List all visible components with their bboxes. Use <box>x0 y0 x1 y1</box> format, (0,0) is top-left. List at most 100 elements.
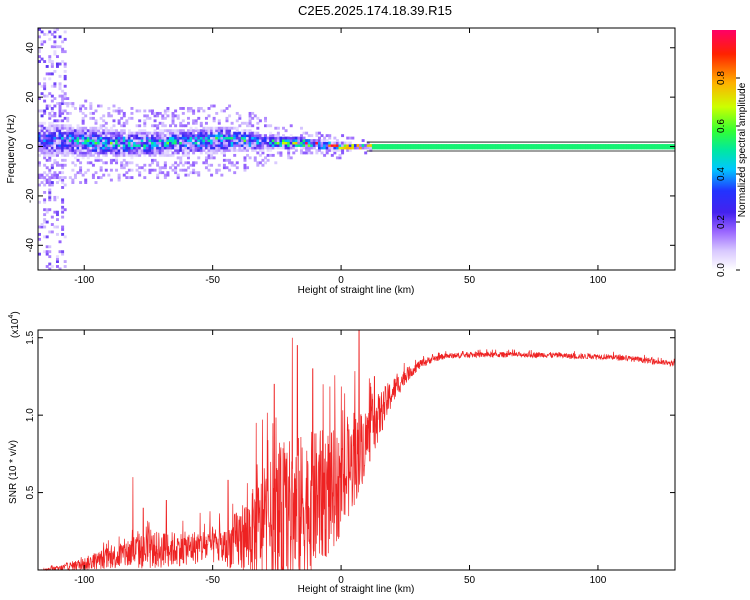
snr-series-line <box>38 329 676 572</box>
spectrogram-cell <box>50 84 54 88</box>
spectrogram-cell <box>86 144 90 147</box>
spectrogram-cell <box>436 146 440 150</box>
spectrogram-cell <box>328 146 332 150</box>
spectrogram-cell <box>153 149 157 152</box>
spectrogram-cell <box>217 134 221 138</box>
spectrogram-cell <box>138 124 142 128</box>
spectrogram-cell <box>68 176 72 180</box>
spectrogram-cell <box>153 141 157 145</box>
spectrogram-cell <box>235 166 239 170</box>
spectrogram-cell <box>274 146 278 150</box>
spectrogram-cell <box>91 129 95 133</box>
spectrogram-cell <box>102 141 106 145</box>
spectrogram-cell <box>228 114 232 118</box>
spectrogram-cell <box>89 126 93 130</box>
spectrogram-cell <box>148 168 152 172</box>
spectrogram-cell <box>276 141 280 145</box>
spectrogram-cell <box>271 146 275 150</box>
spectrogram-cell <box>138 171 142 175</box>
spectrogram-cell <box>50 62 54 66</box>
spectrogram-cell <box>228 149 232 152</box>
spectrogram-cell <box>112 139 116 142</box>
spectrogram-cell <box>166 146 170 150</box>
spectrogram-cell <box>153 131 157 135</box>
spectrogram-cell <box>89 141 93 145</box>
spectrogram-cell <box>84 139 88 142</box>
spectrogram-cell <box>163 116 167 120</box>
spectrogram-cell <box>361 146 365 150</box>
spectrogram-cell <box>66 146 70 150</box>
spectrogram-cell <box>63 183 67 187</box>
spectrogram-cell <box>48 208 52 212</box>
spectrogram-cell <box>153 136 157 140</box>
spectrogram-cell <box>199 141 203 145</box>
spectrogram-cell <box>246 129 250 133</box>
spectrogram-cell <box>325 134 329 138</box>
spectrogram-cell <box>166 114 170 118</box>
spectrogram-cell <box>240 146 244 150</box>
spectrogram-cell <box>510 146 514 150</box>
spectrogram-cell <box>58 45 62 49</box>
spectrogram-cell <box>156 136 160 140</box>
spectrogram-cell <box>307 141 311 145</box>
spectrogram-cell <box>79 146 83 150</box>
colorbar-tick-label: 0.8 <box>716 71 727 85</box>
spectrogram-cell <box>204 126 208 130</box>
spectrogram-cell <box>38 149 41 152</box>
spectrogram-cell <box>91 136 95 140</box>
colorbar-tick-label: 0.0 <box>716 263 727 277</box>
spectrogram-cell <box>212 141 216 145</box>
spectrogram-cell <box>297 139 301 142</box>
spectrogram-cell <box>628 146 632 150</box>
spectrogram-cell <box>109 134 113 138</box>
spectrogram-cell <box>261 134 265 138</box>
spectrogram-cell <box>107 111 111 115</box>
spectrogram-cell <box>204 144 208 147</box>
spectrogram-cell <box>171 163 175 167</box>
spectrogram-cell <box>266 158 270 162</box>
spectrogram-cell <box>81 126 85 130</box>
spectrogram-cell <box>169 139 172 142</box>
spectrogram-cell <box>184 151 188 155</box>
spectrogram-cell <box>43 156 47 160</box>
spectrogram-cell <box>61 134 65 138</box>
spectrogram-cell <box>176 144 180 147</box>
spectrogram-cell <box>143 119 147 123</box>
spectrogram-cell <box>240 144 244 147</box>
spectrogram-cell <box>269 146 273 150</box>
spectrogram-cell <box>176 116 180 120</box>
spectrogram-cell <box>220 144 224 147</box>
spectrogram-cell <box>55 255 59 259</box>
spectrogram-cell <box>133 141 137 145</box>
spectrogram-cell <box>109 114 113 118</box>
colorbar-tick-label: 0.2 <box>716 215 727 229</box>
spectrogram-cell <box>58 240 62 244</box>
spectrogram-cell <box>84 141 88 145</box>
spectrogram-cell <box>73 149 77 152</box>
spectrogram-cell <box>166 107 170 110</box>
spectrogram-cell <box>346 141 350 145</box>
spectrogram-cell <box>364 151 368 155</box>
spectrogram-cell <box>330 144 334 147</box>
spectrogram-cell <box>186 173 190 177</box>
spectrogram-cell <box>289 141 293 145</box>
spectrogram-cell <box>222 109 226 113</box>
spectrogram-cell <box>156 163 160 167</box>
spectrogram-cell <box>225 131 229 135</box>
spectrogram-cell <box>235 134 239 138</box>
spectrogram-cell <box>61 228 65 231</box>
spectrogram-cell <box>163 146 167 150</box>
spectrogram-x-tick-label: 0 <box>338 275 344 286</box>
spectrogram-cell <box>248 134 252 138</box>
spectrogram-cell <box>125 171 129 175</box>
spectrogram-cell <box>79 161 83 165</box>
spectrogram-cell <box>387 144 391 147</box>
spectrogram-cell <box>297 144 301 147</box>
spectrogram-cell <box>58 84 62 88</box>
spectrogram-cell <box>217 119 221 123</box>
snr-background <box>38 330 675 570</box>
spectrogram-cell <box>484 146 488 150</box>
spectrogram-cell <box>55 210 59 214</box>
spectrogram-cell <box>261 146 265 150</box>
